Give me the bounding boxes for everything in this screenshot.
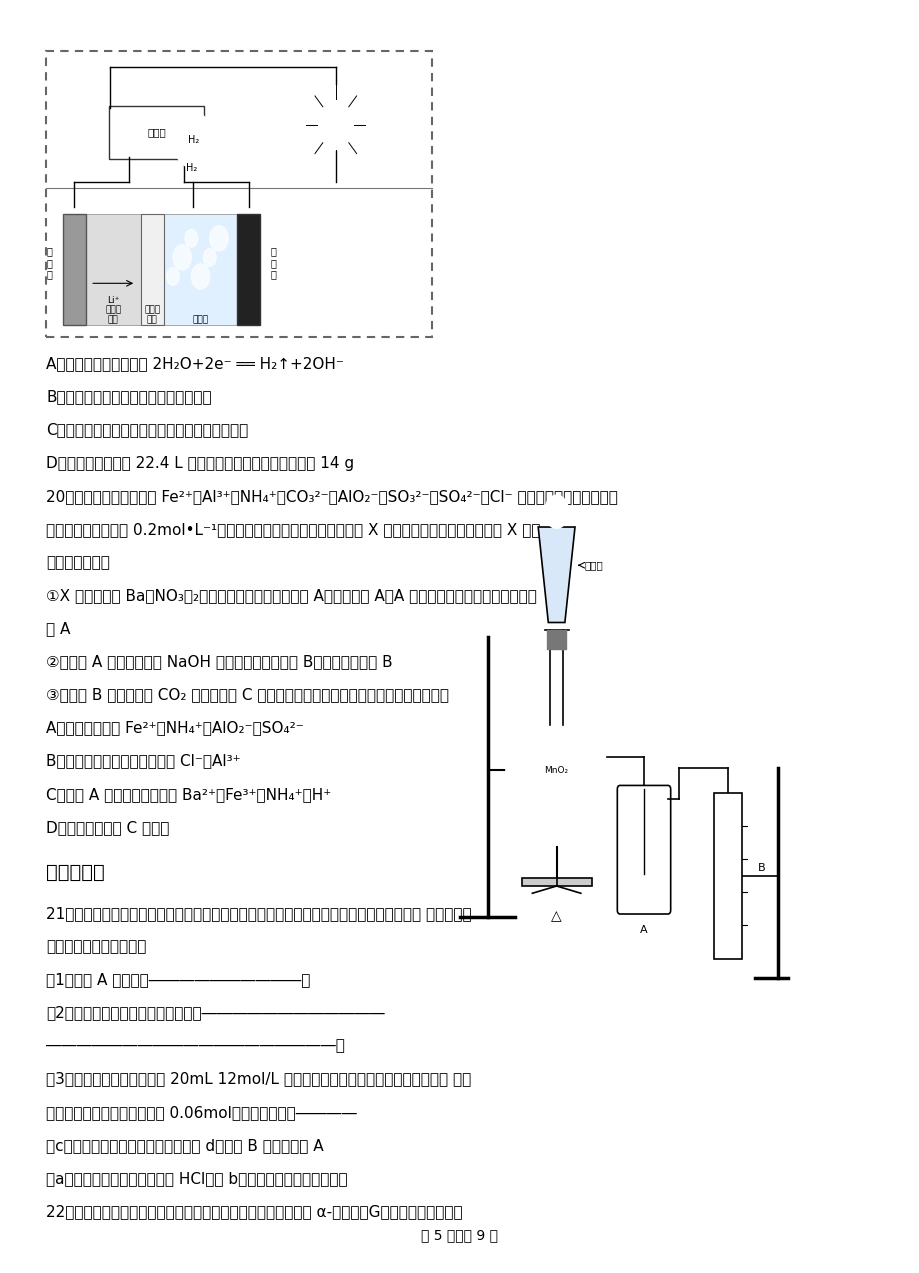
Circle shape [185,229,198,247]
Circle shape [210,225,228,251]
Circle shape [191,264,210,289]
Text: （1）装置 A 的名称是――――――――――。: （1）装置 A 的名称是――――――――――。 [46,973,310,988]
Text: 第 5 页，共 9 页: 第 5 页，共 9 页 [421,1228,498,1241]
Text: 21．为了探究实验室制氯气过程中反应物与生成氯气之间量　　　　　　　　　　　　　　 的关系，设: 21．为了探究实验室制氯气过程中反应物与生成氯气之间量 的关系，设 [46,906,471,922]
FancyBboxPatch shape [713,793,741,959]
Text: C．溶液 A 中存在的阳离子有 Ba²⁺、Fe³⁺、NH₄⁺、H⁺: C．溶液 A 中存在的阳离子有 Ba²⁺、Fe³⁺、NH₄⁺、H⁺ [46,787,331,802]
Circle shape [544,495,568,528]
Text: ③在溶液 B 中通入适量 CO₂ 气体有沉淤 C 产生．则下列说法中正确的是（　　　　　　）: ③在溶液 B 中通入适量 CO₂ 气体有沉淤 C 产生．则下列说法中正确的是（ … [46,687,448,703]
Text: ②在溶液 A 中加入过量的 NaOH 溶液产生气体、沉淤 B，过滤获得溶液 B: ②在溶液 A 中加入过量的 NaOH 溶液产生气体、沉淤 B，过滤获得溶液 B [46,654,392,670]
Text: D．标准状况下产生 22.4 L 的氢气时，正极消耗锂的质量为 14 g: D．标准状况下产生 22.4 L 的氢气时，正极消耗锂的质量为 14 g [46,456,354,471]
Text: 充分反应后收集到的氯气少于 0.06mol，其可能原因有――――: 充分反应后收集到的氯气少于 0.06mol，其可能原因有―――― [46,1105,357,1120]
Polygon shape [538,527,574,622]
Text: 水溶液: 水溶液 [192,316,209,325]
Text: H₂: H₂ [187,135,199,145]
FancyBboxPatch shape [237,214,260,325]
FancyBboxPatch shape [85,214,141,325]
FancyBboxPatch shape [521,878,591,886]
Text: A．原溶液中存在 Fe²⁺、NH₄⁺、AlO₂⁻、SO₄²⁻: A．原溶液中存在 Fe²⁺、NH₄⁺、AlO₂⁻、SO₄²⁻ [46,721,303,736]
Text: 二、填空题: 二、填空题 [46,863,105,882]
Text: 进行以下实验：: 进行以下实验： [46,555,109,570]
FancyBboxPatch shape [108,106,204,159]
Text: B．有机电解质和水溶液不可以互换区域: B．有机电解质和水溶液不可以互换区域 [46,390,211,405]
Text: 液 A: 液 A [46,621,70,636]
Text: 锂
电
极: 锂 电 极 [47,246,52,280]
Text: 计了如右图所示的装置。: 计了如右图所示的装置。 [46,939,146,955]
Text: a．加热使浓盐酸挥发出大量 HCl　　 b．盐酸变稀后不发生该反应: a．加热使浓盐酸挥发出大量 HCl b．盐酸变稀后不发生该反应 [46,1171,347,1186]
Text: c．烧瓶中残留有氯气　　　　　　 d．装置 B 中液面高于 A: c．烧瓶中残留有氯气 d．装置 B 中液面高于 A [46,1138,323,1153]
Text: 固体电
解质: 固体电 解质 [144,306,160,325]
Text: C．该装置不仅可提供电能，还可得到清洁的氢气: C．该装置不仅可提供电能，还可得到清洁的氢气 [46,423,248,438]
Circle shape [317,99,354,150]
Text: （3）如果将过量二氧化镁与 20mL 12mol/L 的盐酸混合加　　　　　　　　　　　　 热，: （3）如果将过量二氧化镁与 20mL 12mol/L 的盐酸混合加 热， [46,1072,471,1087]
Text: 有机电
解质: 有机电 解质 [105,306,121,325]
Text: ①X 溶液中滴加 Ba（NO₃）₂溶液至过量会产生白色沉淤 A、无色气体 A，A 遇空气变成棕色；过滤，获得溶: ①X 溶液中滴加 Ba（NO₃）₂溶液至过量会产生白色沉淤 A、无色气体 A，A… [46,588,537,603]
Text: A: A [640,925,647,936]
Text: 20．某溶液中只可能含有 Fe²⁺、Al³⁺、NH₄⁺、CO₃²⁻、AlO₂⁻、SO₃²⁻、SO₄²⁻、Cl⁻ 中的若干种（忽略水的电: 20．某溶液中只可能含有 Fe²⁺、Al³⁺、NH₄⁺、CO₃²⁻、AlO₂⁻、… [46,489,618,504]
Text: D．无法确定沉淤 C 的成分: D．无法确定沉淤 C 的成分 [46,820,169,835]
FancyBboxPatch shape [46,51,432,337]
Text: H₂: H₂ [186,163,197,173]
Circle shape [173,112,213,168]
Text: （2）该实验装置检查气密性的方法是――――――――――――: （2）该实验装置检查气密性的方法是―――――――――――― [46,1006,384,1021]
Text: 离），离子浓度均为 0.2mol•L⁻¹，现取该溶液加入稀硫酸后得强酸性 X 溶液，过程中无明显现象，取 X 溶液: 离），离子浓度均为 0.2mol•L⁻¹，现取该溶液加入稀硫酸后得强酸性 X 溶… [46,522,540,537]
Text: MnO₂: MnO₂ [544,765,568,775]
Text: 集电器: 集电器 [147,127,165,137]
FancyBboxPatch shape [141,214,164,325]
Text: 石
墨
极: 石 墨 极 [270,246,276,280]
Text: 浓盐酸: 浓盐酸 [584,560,602,570]
Text: 22．菇品醇可作为消毒剂、抗氧化剂、溶剂和医药中间体。合成 α-菇品醇（G）的路线之一如下：: 22．菇品醇可作为消毒剂、抗氧化剂、溶剂和医药中间体。合成 α-菇品醇（G）的路… [46,1204,462,1220]
FancyBboxPatch shape [164,214,237,325]
Text: ―――――――――――――――――――。: ―――――――――――――――――――。 [46,1039,345,1054]
Text: Li⁺: Li⁺ [107,297,119,306]
Circle shape [173,244,191,270]
FancyBboxPatch shape [62,214,85,325]
Circle shape [203,248,216,266]
Text: △: △ [550,910,562,923]
Text: A．石墨极发生的反应是 2H₂O+2e⁻ ══ H₂↑+2OH⁻: A．石墨极发生的反应是 2H₂O+2e⁻ ══ H₂↑+2OH⁻ [46,356,344,372]
Text: B．无法确定原溶液中是否含有 Cl⁻、Al³⁺: B．无法确定原溶液中是否含有 Cl⁻、Al³⁺ [46,754,241,769]
Text: B: B [757,863,765,872]
FancyBboxPatch shape [617,785,670,914]
Circle shape [166,267,179,285]
Circle shape [505,700,607,840]
